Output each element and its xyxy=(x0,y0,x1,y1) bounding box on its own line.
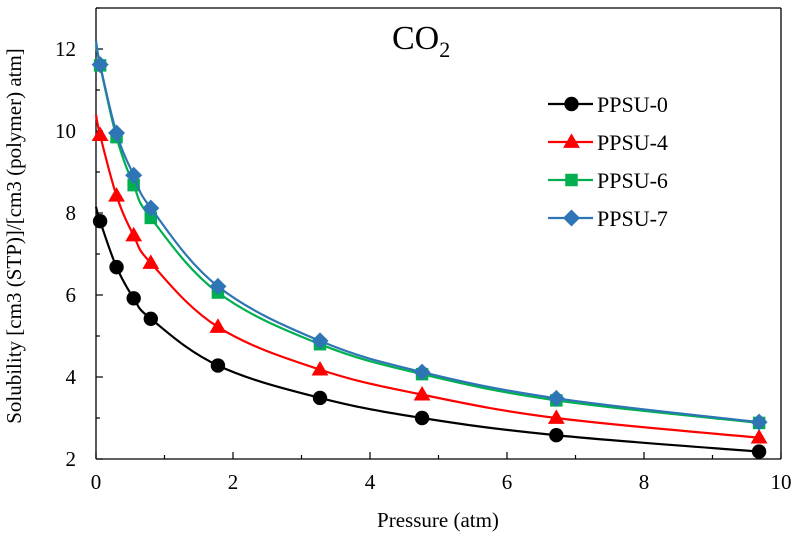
series-line xyxy=(94,114,760,439)
chart-title: CO2 xyxy=(392,20,450,62)
legend-label: PPSU-6 xyxy=(597,168,668,193)
data-point xyxy=(209,318,227,333)
legend-marker xyxy=(565,173,578,187)
data-point xyxy=(109,259,124,275)
x-tick-label: 6 xyxy=(502,470,513,494)
data-point xyxy=(311,360,329,376)
x-tick-label: 10 xyxy=(771,470,792,494)
data-point xyxy=(311,332,329,350)
y-tick-label: 6 xyxy=(66,283,77,307)
series-group xyxy=(91,40,768,459)
data-point xyxy=(414,410,430,426)
legend-marker xyxy=(564,96,579,112)
data-point xyxy=(312,390,328,406)
data-point xyxy=(125,226,143,242)
data-point xyxy=(142,254,160,269)
legend-item-ppsu-0: PPSU-0 xyxy=(548,92,668,117)
y-tick-label: 10 xyxy=(55,119,76,143)
legend-marker xyxy=(563,209,580,227)
legend-item-ppsu-4: PPSU-4 xyxy=(548,130,668,155)
data-point xyxy=(108,124,126,142)
data-point xyxy=(549,428,564,443)
y-tick-label: 8 xyxy=(66,201,77,225)
y-tick-label: 2 xyxy=(66,447,77,471)
legend-item-ppsu-6: PPSU-6 xyxy=(548,168,668,193)
x-tick-label: 2 xyxy=(228,470,239,494)
data-point xyxy=(143,311,158,326)
data-point xyxy=(210,358,226,373)
y-axis-title: Solubility [cm3 (STP)]/[cm3 (polymer) at… xyxy=(2,48,26,424)
y-tick-label: 12 xyxy=(55,37,76,61)
legend-label: PPSU-4 xyxy=(597,130,668,155)
data-point xyxy=(92,214,108,229)
y-tick-label: 4 xyxy=(66,365,77,389)
data-point xyxy=(413,385,431,401)
data-point xyxy=(142,199,160,217)
series-ppsu-4 xyxy=(91,114,768,444)
data-point xyxy=(209,277,227,295)
legend: PPSU-0 PPSU-4 PPSU-6 PPSU-7 xyxy=(548,92,668,231)
data-point xyxy=(91,56,109,74)
data-point xyxy=(126,291,141,306)
data-point xyxy=(547,409,565,424)
data-point xyxy=(547,389,565,407)
x-tick-label: 0 xyxy=(91,470,102,494)
x-tick-label: 4 xyxy=(365,470,376,494)
data-point xyxy=(750,429,768,444)
data-point xyxy=(125,166,143,184)
data-point xyxy=(91,126,109,141)
legend-label: PPSU-7 xyxy=(597,206,668,231)
axes xyxy=(95,7,782,460)
x-tick-label: 8 xyxy=(639,470,650,494)
series-ppsu-7 xyxy=(91,40,768,431)
legend-marker xyxy=(563,133,580,148)
series-ppsu-0 xyxy=(92,206,767,459)
data-point xyxy=(144,211,158,225)
legend-item-ppsu-7: PPSU-7 xyxy=(548,206,668,231)
legend-label: PPSU-0 xyxy=(597,92,668,117)
data-point xyxy=(750,413,768,431)
data-point xyxy=(413,363,431,381)
x-axis-title: Pressure (atm) xyxy=(377,508,499,532)
data-point xyxy=(751,444,767,459)
data-point xyxy=(108,187,125,202)
